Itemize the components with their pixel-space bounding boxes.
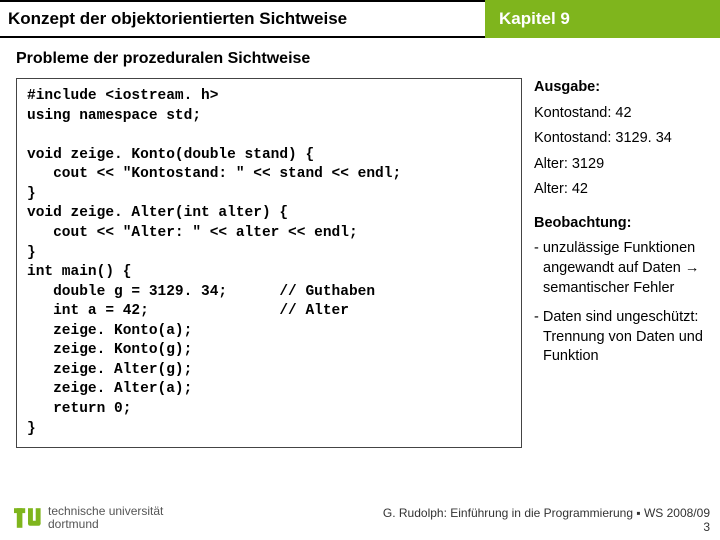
header-title: Konzept der objektorientierten Sichtweis… xyxy=(0,0,485,38)
output-line: Kontostand: 3129. 34 xyxy=(534,129,710,149)
subtitle: Probleme der prozeduralen Sichtweise xyxy=(0,38,720,78)
footer-author: G. Rudolph: Einführung in die Programmie… xyxy=(383,506,710,520)
header-chapter: Kapitel 9 xyxy=(485,0,720,38)
tu-logo-icon xyxy=(14,504,42,532)
content-area: #include <iostream. h> using namespace s… xyxy=(0,78,720,448)
code-block: #include <iostream. h> using namespace s… xyxy=(16,78,522,448)
output-line: Alter: 42 xyxy=(534,180,710,200)
footer-page: 3 xyxy=(383,520,710,534)
output-line: Alter: 3129 xyxy=(534,155,710,175)
output-line: Kontostand: 42 xyxy=(534,104,710,124)
logo-line2: dortmund xyxy=(48,518,163,531)
footer: G. Rudolph: Einführung in die Programmie… xyxy=(383,506,710,534)
slide-header: Konzept der objektorientierten Sichtweis… xyxy=(0,0,720,38)
observation-label: Beobachtung: xyxy=(534,214,710,234)
observation-item: - unzulässige Funktionen angewandt auf D… xyxy=(534,239,710,298)
right-column: Ausgabe: Kontostand: 42 Kontostand: 3129… xyxy=(534,78,710,448)
output-label: Ausgabe: xyxy=(534,78,710,98)
observation-list: - unzulässige Funktionen angewandt auf D… xyxy=(534,239,710,366)
university-logo: technische universität dortmund xyxy=(14,504,163,532)
logo-text: technische universität dortmund xyxy=(48,505,163,531)
observation-item: - Daten sind ungeschützt: Trennung von D… xyxy=(534,308,710,367)
